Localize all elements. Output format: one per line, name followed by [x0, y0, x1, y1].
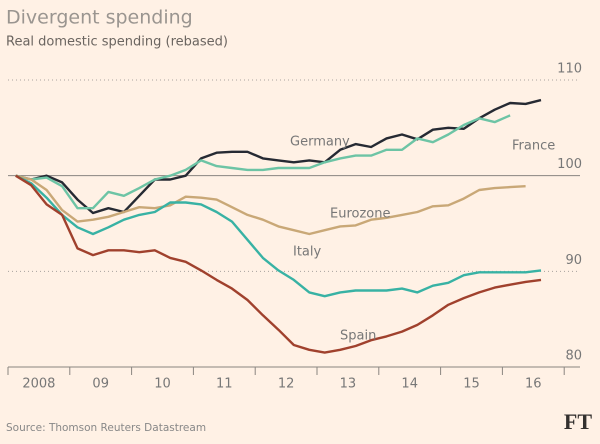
- x-tick-label: 16: [525, 377, 542, 392]
- series-label: France: [512, 139, 555, 154]
- series-line: [15, 174, 526, 236]
- y-tick-label: 90: [565, 253, 582, 268]
- source: Source: Thomson Reuters Datastream: [6, 422, 206, 434]
- series-line: [15, 174, 542, 354]
- series-label: Eurozone: [330, 207, 390, 222]
- x-tick-label: 11: [216, 377, 233, 392]
- chart-title: Divergent spending: [6, 7, 193, 29]
- series-label: Germany: [290, 135, 350, 150]
- chart-subtitle: Real domestic spending (rebased): [6, 35, 228, 50]
- series-label: Spain: [340, 329, 376, 344]
- series-label: Italy: [293, 245, 322, 260]
- y-tick-label: 100: [557, 157, 582, 172]
- x-tick-label: 14: [401, 377, 418, 392]
- series-line: [15, 174, 542, 298]
- x-tick-label: 12: [278, 377, 295, 392]
- x-tick-label: 2008: [22, 377, 55, 392]
- series-line: [15, 98, 542, 215]
- series-line: [15, 114, 511, 210]
- y-tick-label: 110: [557, 62, 582, 77]
- x-tick-label: 09: [92, 377, 109, 392]
- x-tick-label: 13: [340, 377, 357, 392]
- y-tick-label: 80: [565, 349, 582, 364]
- x-tick-label: 15: [463, 377, 480, 392]
- logo: FT: [564, 409, 592, 434]
- x-tick-label: 10: [154, 377, 171, 392]
